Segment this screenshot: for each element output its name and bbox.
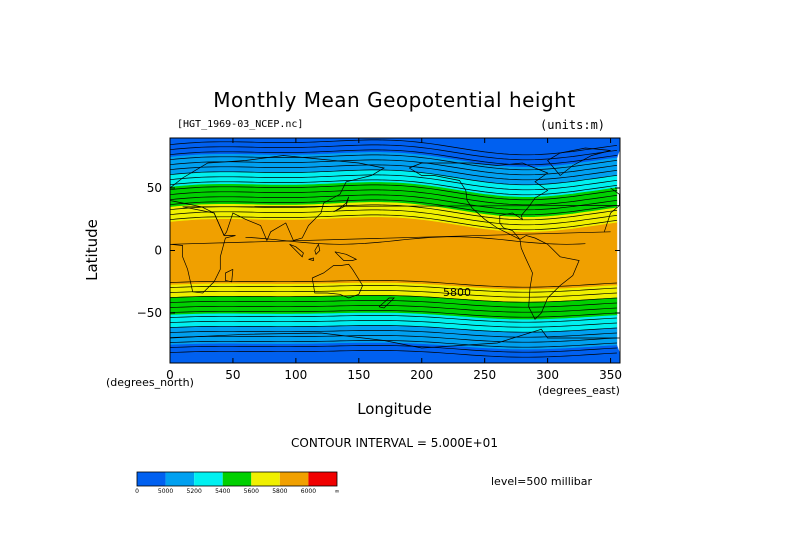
contour-line-6 <box>170 169 617 186</box>
coastline-12 <box>314 243 321 255</box>
y-tick-label-0: 50 <box>147 181 162 195</box>
y-tick-label-1: 0 <box>154 244 162 258</box>
colorbar-tick-label-3: 5400 <box>215 488 230 495</box>
contour-line-7 <box>170 174 617 191</box>
contour-line-12 <box>170 199 617 216</box>
coastline-7 <box>225 268 234 283</box>
contour-line-17 <box>170 285 617 293</box>
chart-title: Monthly Mean Geopotential height <box>213 88 576 112</box>
x-tick-label-5: 250 <box>473 368 496 382</box>
coastline-4 <box>519 235 580 320</box>
file-label: [HGT_1969-03_NCEP.nc] <box>177 119 304 130</box>
y-tick-label-2: −50 <box>137 306 162 320</box>
x-tick-label-0: 0 <box>166 368 174 382</box>
x-unit-label: (degrees_east) <box>538 384 620 397</box>
colorbar-frame <box>136 471 338 487</box>
contour-line-28 <box>170 340 617 348</box>
colorbar-tick-label-1: 5000 <box>158 488 173 495</box>
coastline-3 <box>409 162 549 240</box>
colorbar-swatch-1 <box>165 472 195 486</box>
contour-line-16 <box>170 280 617 288</box>
colorbar-tick-label-0: 0 <box>135 488 139 495</box>
contour-band-10 <box>170 342 620 363</box>
colorbar-swatch-2 <box>194 472 223 486</box>
contour-line-26 <box>170 330 617 338</box>
colorbar-swatch-5 <box>279 472 309 486</box>
contour-line-2 <box>170 149 617 166</box>
x-axis-title: Longitude <box>357 400 432 418</box>
contour-line-19 <box>170 295 617 303</box>
contour-line-5 <box>170 164 617 181</box>
coastline-8 <box>378 297 395 309</box>
contour-line-30 <box>170 350 617 358</box>
contour-line-9 <box>170 184 617 201</box>
contour-line-14 <box>170 209 617 226</box>
contour-line-27 <box>170 335 617 343</box>
x-tick-label-2: 100 <box>284 368 307 382</box>
colorbar-tick-label-7: ∞ <box>335 488 340 495</box>
coastline-6 <box>547 147 611 176</box>
coastline-14 <box>170 328 620 349</box>
coastline-0 <box>170 155 385 242</box>
contour-line-1 <box>170 144 617 161</box>
contour-line-21 <box>170 305 617 313</box>
colorbar-tick-label-2: 5200 <box>187 488 202 495</box>
contour-line-3 <box>170 154 617 171</box>
contour-line-tropical <box>245 236 586 245</box>
contour-line-20 <box>170 300 617 308</box>
y-unit-label: (degrees_north) <box>106 376 194 389</box>
colorbar-swatch-4 <box>251 472 280 486</box>
contour-line-0 <box>170 139 617 156</box>
contour-interval-label: CONTOUR INTERVAL = 5.000E+01 <box>291 436 498 450</box>
colorbar-swatch-3 <box>222 472 252 486</box>
contour-line-15 <box>170 214 617 231</box>
colorbar-swatch-0 <box>137 472 166 486</box>
x-tick-label-7: 350 <box>599 368 622 382</box>
units-label: (units:m) <box>540 118 606 132</box>
colorbar-tick-label-5: 5800 <box>272 488 287 495</box>
level-label: level=500 millibar <box>491 475 593 488</box>
colorbar-swatch-6 <box>308 472 337 486</box>
x-tick-label-4: 200 <box>410 368 433 382</box>
contour-line-8 <box>170 179 617 196</box>
coastline-13 <box>334 251 358 261</box>
coastline-10 <box>289 243 304 258</box>
contour-line-4 <box>170 159 617 176</box>
contour-line-24 <box>170 320 617 328</box>
contour-line-23 <box>170 315 617 323</box>
contour-line-29 <box>170 345 617 353</box>
coastline-5 <box>311 263 363 299</box>
x-tick-label-6: 300 <box>536 368 559 382</box>
contour-line-13 <box>170 204 617 221</box>
contour-label-0: 5800 <box>443 286 471 299</box>
coastline-9 <box>333 196 350 213</box>
contour-line-25 <box>170 325 617 333</box>
contour-line-18 <box>170 290 617 298</box>
contour-line-10 <box>170 189 617 206</box>
coastline-2 <box>170 205 620 294</box>
contour-line-22 <box>170 310 617 318</box>
colorbar-tick-label-4: 5600 <box>244 488 259 495</box>
colorbar-tick-label-6: 6000 <box>301 488 316 495</box>
contour-line-11 <box>170 194 617 211</box>
x-tick-label-3: 150 <box>347 368 370 382</box>
coastline-11 <box>308 257 314 261</box>
x-tick-label-1: 50 <box>225 368 240 382</box>
map-layer: 5800 <box>170 138 620 363</box>
